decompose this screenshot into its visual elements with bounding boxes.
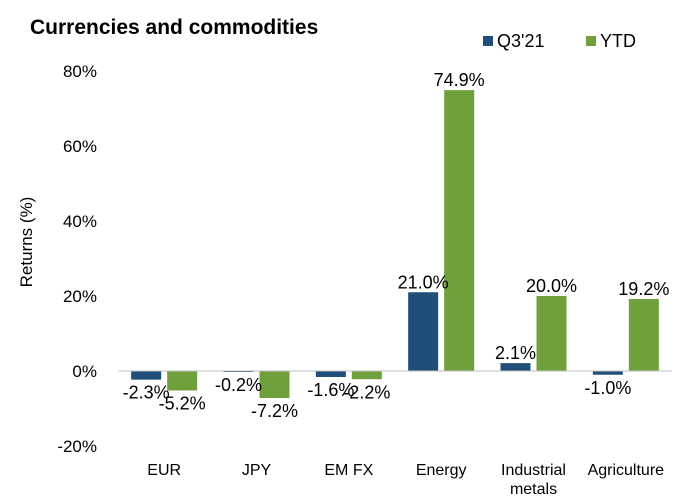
value-labels: -2.3%-5.2% -0.2% -7.2% -1.6%-2.2% 21.0% 74.9%…	[123, 70, 670, 421]
y-tick-label: -20%	[57, 437, 97, 456]
bar-ytd	[351, 371, 382, 380]
bar-ytd	[536, 296, 567, 371]
value-label: -2.3%	[123, 383, 170, 403]
legend: Q3'21 YTD	[483, 31, 636, 51]
bar-ytd	[628, 299, 659, 371]
value-label: -0.2%	[215, 375, 262, 395]
value-label: 20.0%	[526, 276, 577, 296]
bar-ytd	[444, 90, 475, 371]
legend-label: YTD	[600, 31, 636, 51]
bar-ytd	[167, 371, 198, 391]
bars	[131, 90, 659, 398]
y-axis: -20% 0% 20% 40% 60% 80%	[57, 62, 97, 456]
x-category-label: Agriculture	[588, 462, 665, 479]
value-label: 19.2%	[618, 279, 669, 299]
bar-q3-21	[592, 371, 623, 375]
bar-q3-21	[500, 363, 531, 371]
value-label: -1.0%	[584, 378, 631, 398]
value-label: -1.6%	[307, 380, 354, 400]
y-tick-label: 80%	[63, 62, 97, 81]
bar-q3-21	[408, 292, 439, 371]
value-label: 74.9%	[434, 70, 485, 90]
y-tick-label: 20%	[63, 287, 97, 306]
x-category-label: JPY	[242, 462, 272, 479]
chart-title: Currencies and commodities	[30, 16, 318, 39]
x-category-label: EM FX	[324, 462, 373, 479]
y-tick-label: 40%	[63, 212, 97, 231]
x-category-label: EUR	[147, 462, 181, 479]
x-category-label: metals	[510, 481, 557, 498]
value-label: -7.2%	[251, 401, 298, 421]
value-label: -5.2%	[159, 394, 206, 414]
value-label: 21.0%	[398, 272, 449, 292]
y-axis-title: Returns (%)	[17, 197, 36, 288]
x-category-label: Energy	[416, 462, 467, 479]
y-tick-label: 0%	[72, 362, 97, 381]
legend-swatch	[483, 36, 493, 46]
y-tick-label: 60%	[63, 137, 97, 156]
x-axis: EUR JPY EM FX Energy Industrial metals Agricul…	[147, 462, 664, 498]
legend-swatch	[586, 36, 596, 46]
bar-q3-21	[315, 371, 346, 377]
bar-q3-21	[131, 371, 162, 380]
x-category-label: Industrial	[501, 462, 566, 479]
value-label: -2.2%	[343, 382, 390, 402]
value-label: 2.1%	[495, 343, 536, 363]
legend-label: Q3'21	[497, 31, 544, 51]
bar-ytd	[259, 371, 290, 398]
